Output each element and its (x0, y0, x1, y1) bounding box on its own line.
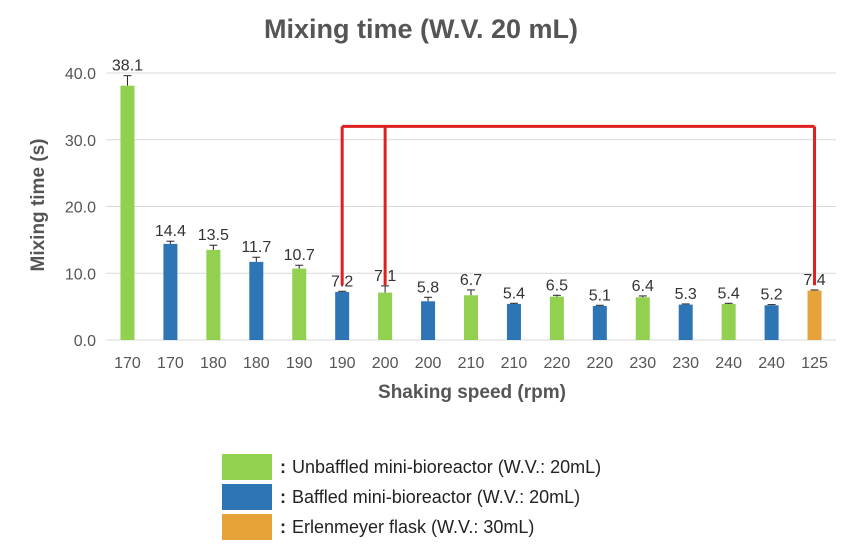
bar (549, 296, 564, 340)
data-label: 6.4 (632, 278, 654, 295)
x-tick-label: 190 (329, 355, 356, 372)
data-label: 38.1 (112, 58, 143, 75)
legend-label-baffled: Baffled mini-bioreactor (W.V.: 20mL) (292, 486, 581, 507)
data-label: 6.5 (546, 277, 568, 294)
bar (249, 261, 264, 340)
bar (592, 305, 607, 340)
data-label: 13.5 (198, 227, 229, 244)
legend-swatch-baffled (222, 484, 272, 510)
legend-label-unbaffled: Unbaffled mini-bioreactor (W.V.: 20mL) (292, 456, 602, 477)
x-tick-label: 240 (715, 355, 742, 372)
bar (335, 291, 350, 340)
data-label: 6.7 (460, 272, 482, 289)
legend-item-baffled: : Baffled mini-bioreactor (W.V.: 20mL) (222, 482, 601, 512)
bar (292, 268, 307, 340)
y-tick-label: 10.0 (65, 266, 96, 283)
bar (807, 290, 822, 340)
x-tick-label: 230 (672, 355, 699, 372)
mixing-time-chart: Mixing time (W.V. 20 mL) 0.0 10.0 20.0 30.0… (28, 14, 836, 403)
bar (506, 303, 521, 340)
y-axis-title: Mixing time (s) (28, 138, 49, 271)
bar (120, 85, 135, 341)
x-tick-label: 170 (157, 355, 184, 372)
bar (163, 243, 178, 340)
x-tick-label: 210 (458, 355, 485, 372)
x-tick-label: 220 (544, 355, 571, 372)
data-label: 5.4 (718, 285, 740, 302)
x-tick-label: 180 (243, 355, 270, 372)
legend-prefix: : (280, 456, 286, 477)
data-label: 14.4 (155, 223, 186, 240)
data-labels: 38.114.413.511.710.77.27.15.86.75.46.55.… (112, 58, 826, 305)
y-tick-label: 40.0 (65, 66, 96, 83)
data-label: 5.4 (503, 285, 525, 302)
data-label: 5.3 (675, 286, 697, 303)
legend-swatch-unbaffled (222, 454, 272, 480)
bar (421, 301, 436, 340)
bar (721, 303, 736, 340)
y-tick-label: 30.0 (65, 133, 96, 150)
data-label: 5.1 (589, 287, 611, 304)
x-tick-label: 240 (758, 355, 785, 372)
legend-prefix: : (280, 486, 286, 507)
data-label: 10.7 (284, 247, 315, 264)
x-tick-label: 220 (586, 355, 613, 372)
x-tick-label: 180 (200, 355, 227, 372)
y-tick-label: 0.0 (74, 333, 96, 350)
bar (378, 292, 393, 340)
x-axis-title: Shaking speed (rpm) (378, 382, 566, 403)
error-bars (123, 75, 819, 306)
x-tick-label: 200 (372, 355, 399, 372)
data-label: 5.2 (760, 287, 782, 304)
x-tick-label: 190 (286, 355, 313, 372)
data-label: 11.7 (241, 239, 271, 256)
bar (206, 249, 221, 340)
x-tick-label: 210 (501, 355, 528, 372)
grid-lines (106, 72, 836, 341)
legend-item-erlenmeyer: : Erlenmeyer flask (W.V.: 30mL) (222, 512, 601, 542)
x-tick-label: 170 (114, 355, 141, 372)
bar (764, 305, 779, 340)
data-label: 5.8 (417, 279, 439, 296)
x-tick-label: 230 (629, 355, 656, 372)
bar (635, 297, 650, 340)
y-tick-labels: 0.0 10.0 20.0 30.0 40.0 (65, 66, 96, 350)
legend-swatch-erlenmeyer (222, 514, 272, 540)
legend-prefix: : (280, 516, 286, 537)
y-tick-label: 20.0 (65, 200, 96, 217)
chart-title: Mixing time (W.V. 20 mL) (264, 14, 578, 44)
x-tick-label: 200 (415, 355, 442, 372)
comparison-bracket (340, 124, 817, 286)
legend: : Unbaffled mini-bioreactor (W.V.: 20mL)… (222, 452, 601, 542)
x-tick-labels: 170 170 180 180 190 190 200 200 210 210 220 220 230 2… (114, 355, 828, 372)
bar (678, 304, 693, 340)
legend-label-erlenmeyer: Erlenmeyer flask (W.V.: 30mL) (292, 516, 535, 537)
bars (120, 85, 822, 341)
x-tick-label: 125 (801, 355, 828, 372)
legend-item-unbaffled: : Unbaffled mini-bioreactor (W.V.: 20mL) (222, 452, 601, 482)
bar (464, 295, 478, 340)
